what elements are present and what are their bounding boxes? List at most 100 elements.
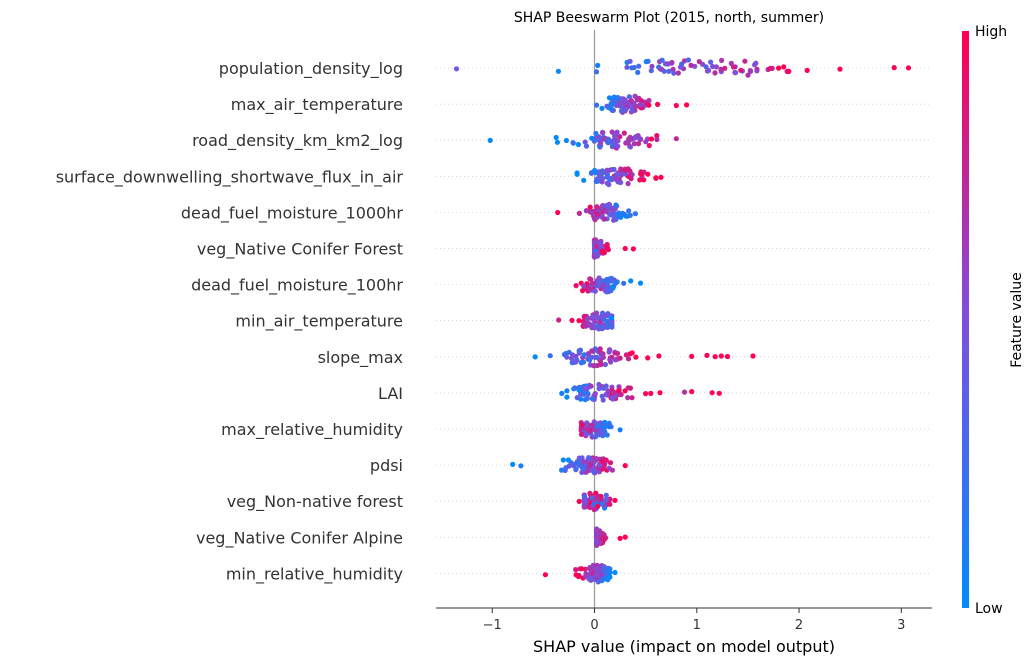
shap-point-outlier bbox=[648, 390, 654, 396]
shap-point bbox=[646, 97, 652, 104]
shap-point bbox=[631, 141, 638, 147]
shap-point bbox=[568, 460, 574, 466]
shap-point bbox=[583, 459, 589, 465]
shap-point-outlier bbox=[630, 246, 637, 252]
shap-point bbox=[578, 431, 585, 437]
shap-point bbox=[643, 59, 649, 65]
shap-point-outlier bbox=[645, 355, 651, 361]
shap-point-outlier bbox=[556, 317, 562, 323]
shap-point bbox=[591, 507, 597, 513]
shap-point-outlier bbox=[622, 463, 628, 469]
shap-point bbox=[601, 567, 607, 573]
shap-point bbox=[637, 177, 643, 183]
shap-point bbox=[605, 245, 611, 251]
shap-point bbox=[603, 203, 610, 209]
shap-point-outlier bbox=[684, 102, 690, 108]
points-layer bbox=[453, 57, 912, 585]
shap-point-outlier bbox=[518, 463, 524, 469]
shap-point bbox=[564, 394, 570, 400]
shap-point bbox=[607, 570, 613, 576]
shap-point bbox=[617, 134, 623, 140]
shap-point bbox=[804, 67, 810, 73]
shap-point bbox=[722, 65, 728, 71]
shap-point-outlier bbox=[704, 352, 710, 358]
feature-label: max_air_temperature bbox=[231, 95, 403, 115]
shap-point bbox=[596, 381, 602, 388]
shap-point bbox=[607, 501, 613, 507]
shap-point-outlier bbox=[653, 175, 659, 181]
x-tick-label: 3 bbox=[897, 618, 905, 633]
shap-point bbox=[596, 386, 602, 392]
shap-point bbox=[611, 166, 617, 172]
shap-point bbox=[620, 210, 626, 216]
shap-point bbox=[616, 384, 622, 390]
feature-labels: population_density_log max_air_temperatur… bbox=[56, 59, 404, 584]
shap-point bbox=[645, 171, 651, 177]
shap-point bbox=[657, 66, 664, 72]
shap-point bbox=[600, 397, 606, 403]
shap-point bbox=[594, 354, 600, 361]
shap-point bbox=[604, 167, 610, 173]
shap-point bbox=[635, 69, 641, 75]
shap-point bbox=[628, 98, 634, 104]
shap-point bbox=[712, 70, 718, 76]
shap-point bbox=[581, 352, 587, 358]
shap-point bbox=[629, 395, 635, 401]
shap-point bbox=[598, 139, 604, 145]
feature-label: surface_downwelling_shortwave_flux_in_ai… bbox=[56, 167, 404, 187]
shap-point bbox=[710, 63, 716, 70]
shap-point bbox=[648, 136, 655, 142]
shap-point bbox=[626, 208, 632, 214]
shap-point bbox=[571, 359, 577, 365]
shap-point bbox=[579, 455, 585, 461]
shap-point bbox=[594, 540, 600, 546]
shap-point bbox=[614, 129, 620, 135]
shap-point-outlier bbox=[612, 497, 618, 503]
shap-point-outlier bbox=[718, 353, 724, 359]
shap-point bbox=[643, 139, 649, 145]
shap-point-outlier bbox=[569, 317, 575, 323]
shap-point bbox=[628, 104, 634, 110]
colorbar: High Low Feature value bbox=[962, 24, 1025, 617]
shap-point bbox=[594, 204, 600, 210]
shap-point bbox=[603, 492, 609, 498]
shap-point bbox=[577, 347, 584, 353]
shap-point bbox=[582, 139, 588, 145]
shap-point bbox=[786, 68, 792, 74]
shap-point-outlier bbox=[657, 390, 663, 396]
chart-title: SHAP Beeswarm Plot (2015, north, summer) bbox=[514, 10, 824, 26]
feature-label: road_density_km_km2_log bbox=[192, 131, 403, 151]
shap-point-outlier bbox=[689, 353, 695, 359]
shap-point bbox=[606, 181, 612, 188]
shap-point bbox=[587, 204, 593, 210]
shap-point bbox=[582, 566, 588, 572]
shap-point bbox=[589, 135, 595, 141]
shap-point bbox=[595, 494, 601, 500]
shap-point bbox=[574, 395, 580, 401]
shap-point bbox=[583, 431, 589, 437]
feature-label: max_relative_humidity bbox=[221, 420, 403, 440]
shap-point-outlier bbox=[637, 280, 644, 286]
shap-point-outlier bbox=[612, 569, 618, 576]
shap-point bbox=[600, 282, 606, 288]
shap-point bbox=[582, 498, 588, 504]
shap-point bbox=[574, 170, 580, 176]
shap-point-outlier bbox=[658, 174, 664, 180]
shap-point bbox=[603, 383, 609, 389]
shap-point bbox=[563, 137, 570, 144]
shap-point bbox=[645, 102, 652, 108]
shap-point bbox=[560, 457, 566, 463]
shap-point-outlier bbox=[453, 66, 460, 72]
shap-point bbox=[671, 70, 677, 76]
shap-point bbox=[620, 96, 627, 102]
shap-point bbox=[636, 95, 642, 101]
shap-point bbox=[593, 490, 599, 496]
shap-point bbox=[602, 361, 609, 368]
shap-point bbox=[620, 107, 626, 113]
shap-point bbox=[606, 349, 612, 355]
shap-point bbox=[597, 462, 603, 468]
shap-point bbox=[616, 171, 622, 177]
shap-point bbox=[666, 68, 672, 74]
shap-point bbox=[592, 248, 599, 254]
shap-point bbox=[570, 140, 576, 146]
